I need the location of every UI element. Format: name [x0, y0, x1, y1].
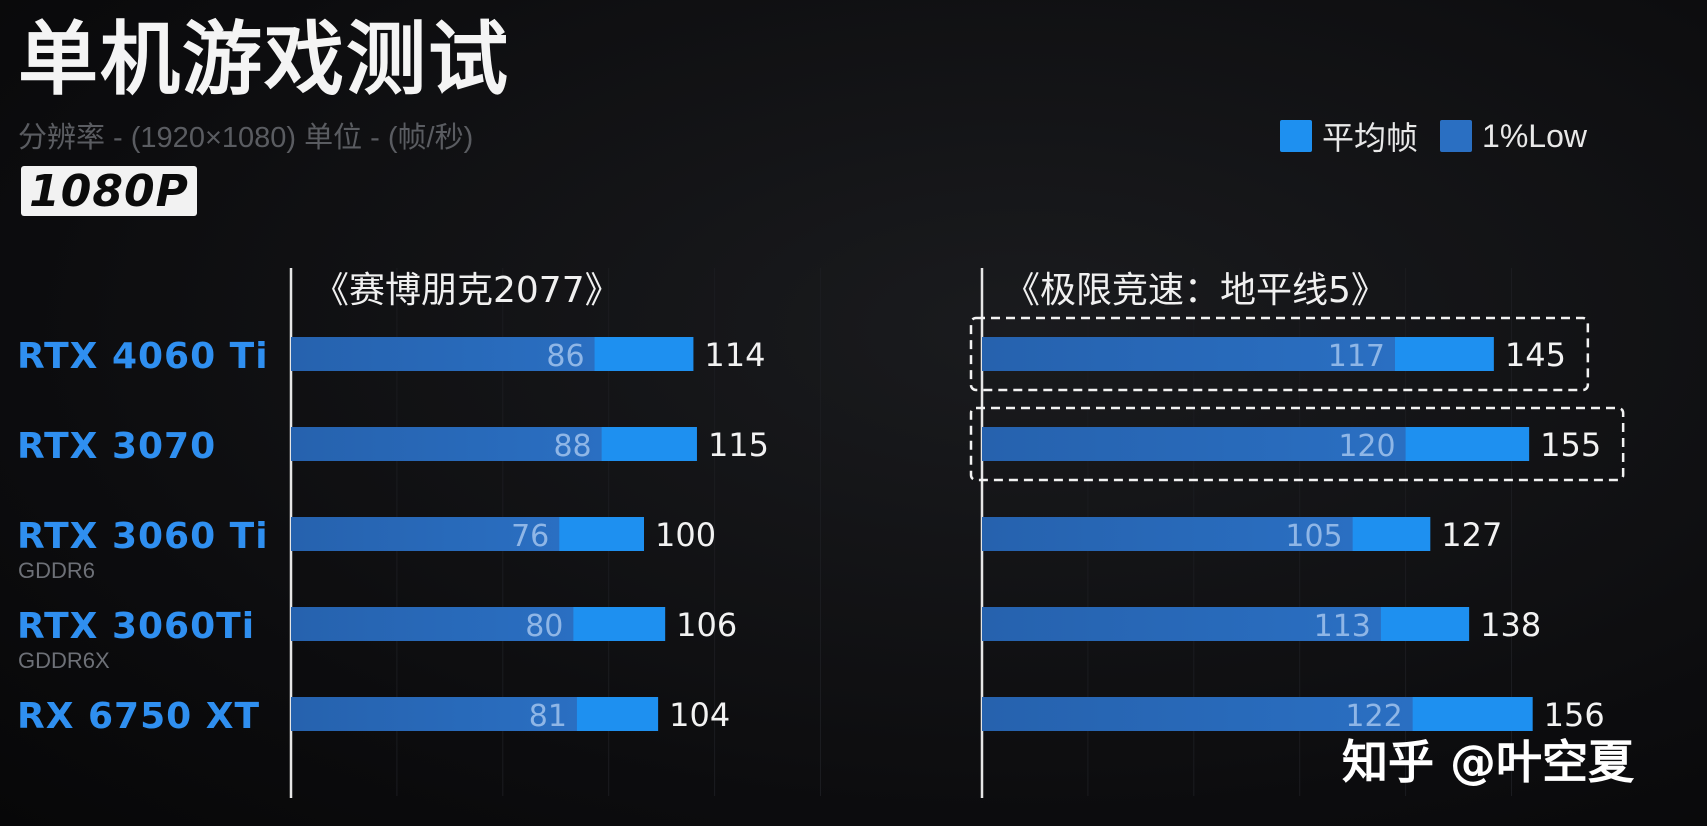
- data-label-avg: 156: [1544, 696, 1605, 734]
- bar-low: [982, 427, 1406, 461]
- data-label-low: 105: [1285, 519, 1342, 554]
- bar-low: [291, 337, 595, 371]
- data-label-low: 86: [546, 339, 584, 374]
- highlight-box: [969, 406, 1625, 482]
- data-label-avg: 114: [704, 336, 765, 374]
- data-label-avg: 155: [1540, 426, 1601, 464]
- gpu-sublabel: GDDR6: [18, 558, 95, 583]
- bar-low: [982, 337, 1396, 371]
- data-label-avg: 100: [655, 516, 716, 554]
- data-label-low: 122: [1345, 699, 1402, 734]
- legend-swatch-low: [1440, 120, 1473, 152]
- legend: 平均帧 1%Low: [1280, 113, 1609, 159]
- data-label-low: 76: [511, 519, 549, 554]
- gpu-sublabel: GDDR6X: [18, 648, 110, 673]
- watermark: 知乎 @叶空夏: [1342, 735, 1635, 789]
- data-label-avg: 127: [1441, 516, 1502, 554]
- bar-low: [291, 427, 602, 461]
- data-label-avg: 106: [676, 606, 737, 644]
- gpu-label: RTX 4060 Ti: [17, 336, 269, 377]
- gpu-label: RTX 3070: [17, 426, 216, 467]
- gpu-label: RX 6750 XT: [17, 696, 260, 737]
- data-label-low: 80: [525, 609, 563, 644]
- data-label-avg: 115: [708, 426, 769, 464]
- subtitle: 分辨率 - (1920×1080) 单位 - (帧/秒): [18, 122, 474, 154]
- page-title: 单机游戏测试: [18, 13, 510, 106]
- legend-item-avg: 平均帧: [1280, 113, 1418, 159]
- resolution-badge: 1080P: [21, 166, 197, 217]
- data-label-avg: 145: [1505, 336, 1566, 374]
- bar-low: [291, 607, 574, 641]
- legend-label-avg: 平均帧: [1322, 120, 1419, 156]
- legend-swatch-avg: [1280, 120, 1312, 152]
- data-label-low: 88: [553, 429, 591, 464]
- panel-title: 《极限竞速：地平线5》: [1004, 270, 1387, 311]
- data-label-avg: 104: [669, 696, 730, 734]
- bar-low: [291, 697, 577, 731]
- legend-label-low: 1%Low: [1482, 117, 1587, 154]
- bar-low: [982, 517, 1353, 551]
- gpu-label: RTX 3060 Ti: [17, 516, 269, 557]
- data-label-low: 117: [1328, 339, 1385, 374]
- data-label-low: 120: [1338, 429, 1395, 464]
- bar-low: [291, 517, 560, 551]
- panel-title: 《赛博朋克2077》: [313, 270, 621, 311]
- gpu-label: RTX 3060Ti: [17, 606, 255, 647]
- legend-item-low: 1%Low: [1440, 118, 1587, 155]
- bar-low: [982, 607, 1381, 641]
- bar-low: [982, 697, 1413, 731]
- data-label-low: 81: [529, 699, 567, 734]
- highlight-box: [969, 316, 1590, 392]
- data-label-low: 113: [1314, 609, 1371, 644]
- data-label-avg: 138: [1480, 606, 1541, 644]
